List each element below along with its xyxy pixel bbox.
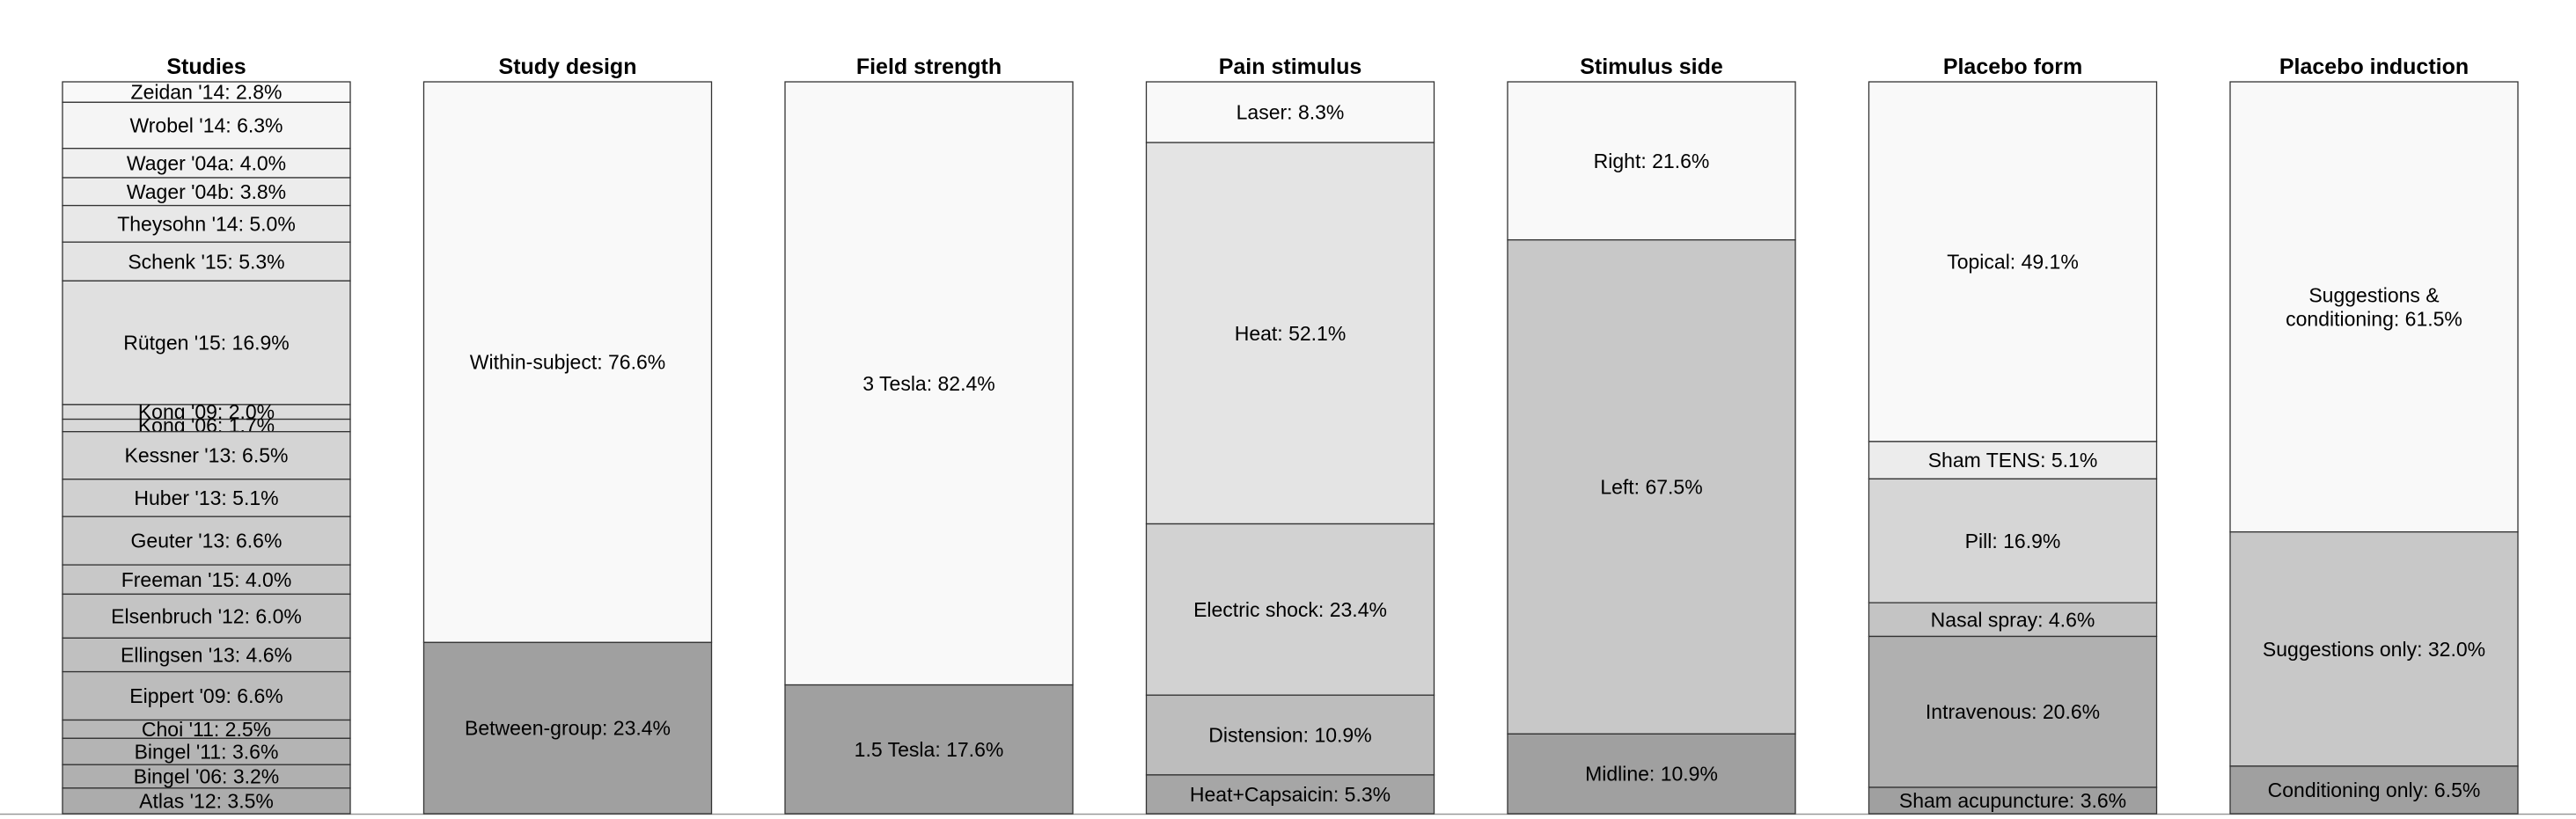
segment-bar xyxy=(62,593,351,639)
segment-label: Atlas '12: 3.5% xyxy=(139,789,274,812)
column-stimulus-side: Stimulus side Right: 21.6% Left: 67.5% Midl… xyxy=(1507,55,1796,815)
segment-bar xyxy=(1507,239,1796,735)
segment-label: Suggestions only: 32.0% xyxy=(2263,638,2485,661)
segment-bar xyxy=(62,204,351,243)
segment-bar xyxy=(62,431,351,480)
segment-label: Freeman '15: 4.0% xyxy=(121,568,292,591)
segment-bar xyxy=(422,81,713,643)
segment-label: Electric shock: 23.4% xyxy=(1193,598,1387,621)
segment-label: Theysohn '14: 5.0% xyxy=(117,212,296,235)
segment-label: Huber '13: 5.1% xyxy=(134,486,278,509)
segment-bar xyxy=(1868,441,2158,480)
segment-label: Ellingsen '13: 4.6% xyxy=(121,643,292,666)
segment-bar xyxy=(62,241,351,282)
segment-label: Wager '04a: 4.0% xyxy=(127,151,286,174)
segment-bar xyxy=(1868,635,2158,788)
column-placebo-form: Placebo form Topical: 49.1% Sham TENS: 5.1… xyxy=(1868,55,2158,815)
segment-bar xyxy=(2229,81,2519,533)
segment-bar xyxy=(62,101,351,150)
segment-bar xyxy=(1507,733,1796,815)
segment-bar xyxy=(1507,81,1796,241)
segment-bar xyxy=(784,81,1074,686)
segment-label: Suggestions & conditioning: 61.5% xyxy=(2286,283,2462,330)
segment-bar xyxy=(1868,81,2158,442)
column-title: Placebo form xyxy=(1943,55,2082,79)
segment-label: Rütgen '15: 16.9% xyxy=(123,332,290,355)
segment-bar xyxy=(1868,602,2158,638)
segment-label: 3 Tesla: 82.4% xyxy=(862,372,994,395)
segment-bar xyxy=(1868,478,2158,603)
segment-bar xyxy=(1868,786,2158,815)
segment-label: Nasal spray: 4.6% xyxy=(1931,608,2095,631)
segment-bar xyxy=(422,641,713,815)
segment-bar xyxy=(1145,694,1435,776)
column-title: Study design xyxy=(499,55,637,79)
segment-label: Within-subject: 76.6% xyxy=(470,351,665,374)
segment-label: Pill: 16.9% xyxy=(1965,530,2061,552)
segment-label: Sham TENS: 5.1% xyxy=(1928,449,2098,472)
segment-label: Heat+Capsaicin: 5.3% xyxy=(1190,783,1391,806)
segment-label: Bingel '11: 3.6% xyxy=(135,740,279,763)
segment-bar xyxy=(2229,531,2519,767)
column-pain-stimulus: Pain stimulus Laser: 8.3% Heat: 52.1% Elect… xyxy=(1145,55,1435,815)
column-title: Placebo induction xyxy=(2279,55,2469,79)
column-study-design: Study design Within-subject: 76.6% Between… xyxy=(422,55,713,815)
segment-bar xyxy=(2229,765,2519,815)
segment-label: Distension: 10.9% xyxy=(1208,724,1371,747)
segment-label: Left: 67.5% xyxy=(1600,476,1702,499)
segment-label: Schenk '15: 5.3% xyxy=(128,250,284,273)
segment-label: Midline: 10.9% xyxy=(1585,763,1718,786)
segment-label: Bingel '06: 3.2% xyxy=(134,765,280,788)
segment-bar xyxy=(1145,81,1435,143)
segment-bar xyxy=(62,737,351,765)
column-placebo-induction: Placebo induction Suggestions & conditioni… xyxy=(2229,55,2519,815)
segment-label: Conditioning only: 6.5% xyxy=(2268,779,2481,801)
segment-label: Kessner '13: 6.5% xyxy=(125,444,289,467)
segment-bar xyxy=(62,787,351,815)
column-field-strength: Field strength 3 Tesla: 82.4% 1.5 Tesla: 1… xyxy=(784,55,1074,815)
segment-label: Geuter '13: 6.6% xyxy=(131,530,283,552)
segment-bar xyxy=(62,564,351,596)
segment-bar xyxy=(62,280,351,406)
segment-label: Wager '04b: 3.8% xyxy=(127,180,286,203)
segment-bar xyxy=(784,684,1074,815)
segment-bar xyxy=(62,516,351,566)
segment-bar xyxy=(62,764,351,789)
column-title: Studies xyxy=(166,55,246,79)
column-title: Pain stimulus xyxy=(1219,55,1362,79)
segment-label: Eippert '09: 6.6% xyxy=(129,684,283,707)
segment-label: Wrobel '14: 6.3% xyxy=(129,114,283,137)
segment-label: Sham acupuncture: 3.6% xyxy=(1899,789,2126,812)
column-title: Stimulus side xyxy=(1580,55,1723,79)
segment-label: Choi '11: 2.5% xyxy=(142,718,271,741)
segment-label: Between-group: 23.4% xyxy=(465,717,671,740)
segment-label: Right: 21.6% xyxy=(1594,150,1710,172)
segment-bar xyxy=(62,177,351,207)
column-title: Field strength xyxy=(856,55,1002,79)
segment-bar xyxy=(1145,774,1435,815)
segment-label: 1.5 Tesla: 17.6% xyxy=(855,738,1004,761)
segment-label: Topical: 49.1% xyxy=(1947,250,2079,273)
segment-bar xyxy=(62,670,351,721)
segment-bar xyxy=(1145,142,1435,525)
segment-label: Laser: 8.3% xyxy=(1237,101,1345,124)
segment-label: Zeidan '14: 2.8% xyxy=(131,81,283,104)
segment-bar xyxy=(62,637,351,673)
segment-label: Heat: 52.1% xyxy=(1235,322,1347,345)
segment-label: Intravenous: 20.6% xyxy=(1926,700,2100,723)
segment-label: Elsenbruch '12: 6.0% xyxy=(111,604,302,627)
segment-bar xyxy=(1145,523,1435,696)
